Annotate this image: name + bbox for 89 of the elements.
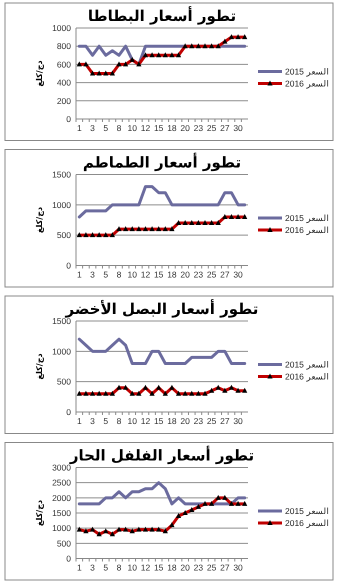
- y-axis-title: دج/كلغ: [35, 206, 44, 234]
- x-tick-label: 3: [90, 562, 96, 572]
- x-tick-label: 3: [90, 270, 96, 280]
- x-tick-label: 3: [90, 416, 96, 426]
- legend-label: السعر 2015: [285, 66, 330, 78]
- chart-title: تطور أسعار الفلفل الحار: [68, 446, 254, 464]
- x-tick-label: 27: [220, 416, 230, 426]
- y-tick-label: 1500: [52, 508, 72, 518]
- x-tick-label: 8: [116, 416, 122, 426]
- x-tick-label: 20: [180, 270, 190, 280]
- x-tick-label: 1: [76, 270, 82, 280]
- y-axis-title: دج/كلغ: [35, 500, 44, 526]
- y-tick-label: 500: [56, 538, 72, 548]
- legend-label: السعر 2015: [285, 506, 330, 517]
- x-tick-label: 5: [103, 123, 108, 133]
- x-tick-label: 1: [76, 416, 82, 426]
- x-tick-label: 20: [180, 123, 190, 133]
- line-series: [78, 185, 246, 218]
- x-tick-label: 20: [180, 562, 190, 572]
- x-tick-label: 25: [206, 123, 217, 133]
- y-tick-label: 0: [66, 114, 72, 124]
- x-tick-label: 25: [206, 562, 217, 572]
- x-tick-label: 10: [127, 562, 138, 572]
- x-tick-label: 20: [180, 416, 190, 426]
- x-tick-label: 15: [154, 270, 164, 280]
- x-tick-label: 10: [127, 123, 138, 133]
- x-tick-label: 1: [76, 562, 82, 572]
- x-tick-label: 10: [127, 270, 138, 280]
- x-tick-label: 5: [103, 270, 108, 280]
- y-tick-label: 0: [66, 407, 72, 417]
- y-tick-label: 2500: [52, 478, 72, 488]
- x-tick-label: 12: [140, 270, 150, 280]
- x-tick-label: 18: [167, 416, 177, 426]
- y-tick-label: 500: [56, 230, 72, 240]
- x-tick-label: 27: [220, 270, 230, 280]
- x-tick-label: 15: [154, 562, 164, 572]
- x-tick-label: 12: [140, 562, 150, 572]
- y-tick-label: 600: [56, 59, 72, 70]
- y-axis-title: دج/كلغ: [35, 353, 44, 380]
- y-axis-title: دج/كلغ: [35, 60, 44, 87]
- x-tick-label: 25: [206, 270, 217, 280]
- x-tick-label: 18: [167, 123, 177, 133]
- y-tick-label: 1000: [52, 523, 72, 534]
- y-tick-label: 0: [66, 554, 72, 564]
- y-tick-label: 1000: [52, 23, 72, 33]
- x-tick-label: 12: [140, 416, 150, 426]
- x-tick-label: 8: [116, 562, 122, 572]
- x-tick-label: 27: [220, 562, 230, 572]
- chart-title: تطور أسعار البطاطا: [88, 6, 236, 25]
- x-tick-label: 8: [116, 270, 122, 280]
- x-tick-label: 23: [194, 123, 204, 133]
- x-tick-label: 1: [76, 123, 82, 133]
- chart-title: تطور أسعار الطماطم: [82, 152, 242, 172]
- x-tick-label: 18: [167, 562, 177, 572]
- legend-label: السعر 2016: [285, 518, 330, 529]
- x-tick-label: 5: [103, 416, 108, 426]
- y-tick-label: 1500: [52, 170, 72, 180]
- x-tick-label: 30: [233, 123, 244, 133]
- x-tick-label: 25: [206, 416, 217, 426]
- y-tick-label: 200: [56, 96, 72, 106]
- y-tick-label: 1000: [52, 346, 72, 356]
- legend-label: السعر 2016: [285, 225, 330, 236]
- x-tick-label: 30: [233, 270, 244, 280]
- x-tick-label: 30: [233, 562, 244, 572]
- x-tick-label: 23: [194, 416, 204, 426]
- y-tick-label: 800: [56, 41, 72, 52]
- legend-label: السعر 2015: [285, 360, 330, 370]
- x-tick-label: 27: [220, 123, 230, 133]
- x-tick-label: 23: [194, 270, 204, 280]
- x-tick-label: 30: [233, 416, 244, 426]
- x-tick-label: 5: [103, 562, 108, 572]
- x-tick-label: 3: [90, 123, 96, 133]
- x-tick-label: 15: [154, 416, 164, 426]
- y-tick-label: 500: [56, 376, 72, 387]
- y-tick-label: 1000: [52, 200, 72, 210]
- legend-label: السعر 2016: [285, 372, 330, 382]
- legend-label: السعر 2015: [285, 213, 330, 224]
- x-tick-label: 8: [116, 123, 122, 133]
- x-tick-label: 10: [127, 416, 138, 426]
- y-tick-label: 400: [56, 78, 72, 88]
- x-tick-label: 15: [154, 123, 164, 133]
- y-tick-label: 0: [66, 260, 72, 270]
- line-series: [78, 338, 246, 365]
- chart-title: تطور أسعار البصل الأخضر: [64, 299, 258, 318]
- y-tick-label: 2000: [52, 492, 72, 503]
- x-tick-label: 12: [140, 123, 150, 133]
- x-tick-label: 18: [167, 270, 177, 280]
- legend-label: السعر 2016: [285, 78, 330, 90]
- x-tick-label: 23: [194, 562, 204, 572]
